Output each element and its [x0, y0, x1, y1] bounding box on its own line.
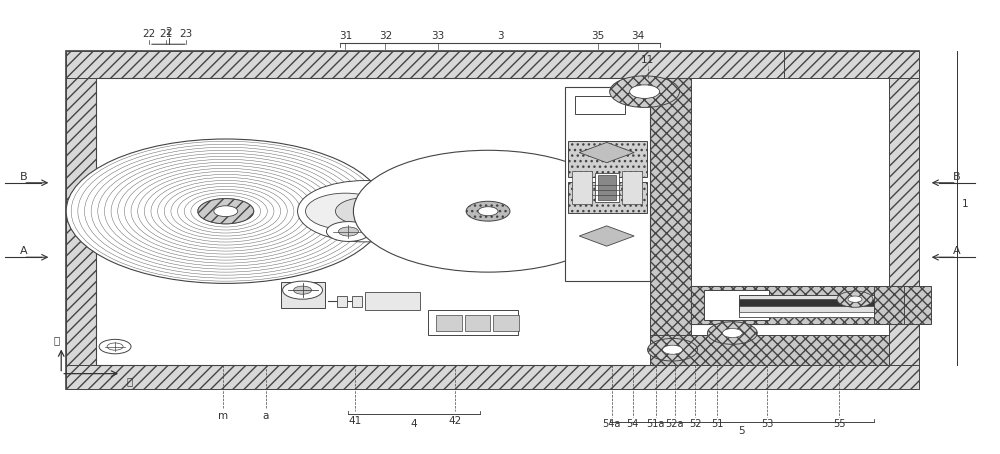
- Text: 22: 22: [142, 30, 156, 39]
- Bar: [365, 292, 420, 311]
- Circle shape: [214, 206, 238, 217]
- Circle shape: [283, 281, 322, 299]
- Circle shape: [478, 207, 498, 216]
- Text: 53: 53: [761, 419, 773, 429]
- Bar: [889, 78, 919, 365]
- Text: 5: 5: [738, 426, 745, 436]
- Circle shape: [610, 76, 680, 108]
- Circle shape: [338, 227, 358, 236]
- Bar: [565, 87, 650, 281]
- Bar: [428, 311, 518, 336]
- Text: 51a: 51a: [646, 419, 665, 429]
- Text: 右: 右: [126, 376, 132, 386]
- Circle shape: [99, 339, 131, 354]
- Text: A: A: [953, 247, 961, 257]
- Text: 31: 31: [339, 31, 352, 41]
- Text: 55: 55: [833, 419, 845, 429]
- Bar: [66, 365, 919, 390]
- Text: 54a: 54a: [603, 419, 621, 429]
- Circle shape: [306, 193, 385, 229]
- Bar: [622, 171, 642, 204]
- Text: 32: 32: [379, 31, 392, 41]
- Bar: [66, 51, 784, 78]
- Bar: [874, 286, 904, 324]
- Bar: [352, 296, 362, 307]
- Circle shape: [353, 150, 623, 272]
- Circle shape: [66, 139, 385, 283]
- Bar: [704, 290, 769, 320]
- Text: a: a: [262, 411, 269, 421]
- Bar: [691, 286, 776, 324]
- Circle shape: [367, 223, 403, 240]
- Text: 2: 2: [166, 27, 172, 37]
- Circle shape: [353, 206, 377, 217]
- Text: 54: 54: [626, 419, 639, 429]
- Text: 52: 52: [689, 419, 702, 429]
- Text: 21: 21: [159, 30, 173, 39]
- Bar: [572, 171, 592, 204]
- Text: 4: 4: [411, 419, 418, 429]
- Bar: [465, 315, 490, 331]
- Bar: [650, 78, 691, 365]
- Text: 1: 1: [962, 199, 968, 209]
- Circle shape: [648, 338, 697, 361]
- Circle shape: [466, 201, 510, 221]
- Bar: [595, 173, 619, 202]
- Bar: [66, 51, 919, 390]
- Circle shape: [848, 296, 862, 302]
- Text: 52a: 52a: [665, 419, 684, 429]
- Bar: [691, 78, 889, 365]
- Circle shape: [335, 197, 395, 225]
- Bar: [96, 78, 689, 365]
- Text: 41: 41: [349, 415, 362, 425]
- Bar: [337, 296, 347, 307]
- Text: A: A: [20, 247, 27, 257]
- Bar: [66, 78, 96, 365]
- Bar: [739, 312, 894, 317]
- Circle shape: [198, 198, 254, 224]
- Bar: [493, 315, 519, 331]
- Text: 51: 51: [711, 419, 724, 429]
- Circle shape: [663, 345, 682, 354]
- Text: 23: 23: [179, 30, 192, 39]
- Text: 34: 34: [631, 31, 644, 41]
- Text: 42: 42: [448, 415, 462, 425]
- Circle shape: [377, 228, 393, 235]
- Bar: [568, 141, 647, 178]
- Text: B: B: [953, 172, 961, 182]
- Bar: [568, 182, 647, 213]
- Bar: [691, 286, 931, 324]
- Text: 11: 11: [641, 54, 654, 64]
- Text: B: B: [20, 172, 27, 182]
- Circle shape: [107, 343, 123, 350]
- Text: m: m: [218, 411, 228, 421]
- Text: 前: 前: [53, 335, 59, 345]
- Circle shape: [326, 222, 370, 242]
- Bar: [598, 175, 616, 200]
- Polygon shape: [579, 226, 634, 246]
- Text: 33: 33: [432, 31, 445, 41]
- Bar: [739, 295, 894, 317]
- Bar: [739, 299, 894, 306]
- Bar: [575, 96, 625, 114]
- Polygon shape: [579, 143, 634, 163]
- Text: 3: 3: [497, 31, 503, 41]
- Circle shape: [722, 329, 742, 338]
- Bar: [436, 315, 462, 331]
- Circle shape: [298, 181, 433, 242]
- Bar: [650, 336, 889, 365]
- Text: 35: 35: [591, 31, 604, 41]
- Circle shape: [345, 193, 425, 229]
- Bar: [281, 282, 325, 308]
- Circle shape: [707, 322, 757, 344]
- Circle shape: [294, 286, 312, 294]
- Circle shape: [630, 85, 660, 99]
- Bar: [784, 51, 919, 78]
- Circle shape: [837, 291, 873, 307]
